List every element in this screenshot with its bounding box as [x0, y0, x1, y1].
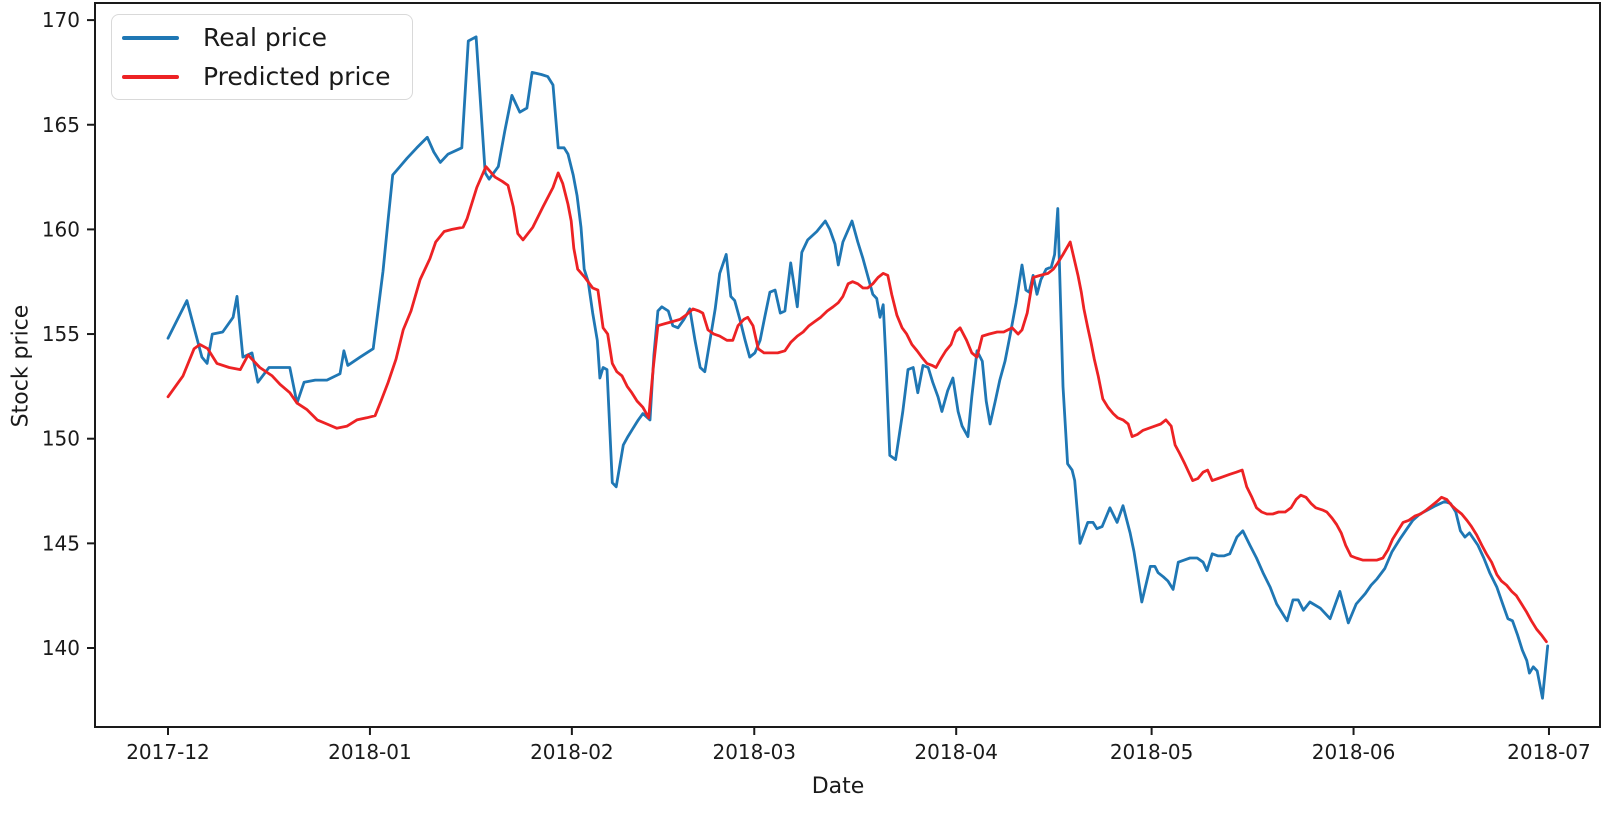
x-tick-label: 2018-02: [530, 740, 614, 764]
legend-label-real-price: Real price: [203, 23, 328, 52]
x-tick-label: 2018-06: [1312, 740, 1396, 764]
y-tick-label: 140: [42, 636, 80, 660]
x-tick-label: 2018-01: [328, 740, 412, 764]
x-tick-label: 2018-07: [1507, 740, 1591, 764]
y-tick-label: 165: [42, 113, 80, 137]
legend-label-predicted-price: Predicted price: [203, 62, 391, 91]
y-tick-label: 145: [42, 531, 80, 555]
y-tick-label: 155: [42, 322, 80, 346]
x-tick-label: 2017-12: [126, 740, 210, 764]
legend-item-real-price: Real price: [122, 23, 412, 53]
legend: Real price Predicted price: [111, 14, 413, 100]
x-tick-label: 2018-04: [914, 740, 998, 764]
y-tick-label: 150: [42, 427, 80, 451]
x-axis-label: Date: [811, 774, 865, 799]
real-price-line: [166, 35, 1550, 700]
axes-frame: [94, 2, 1601, 728]
y-axis-label: Stock price: [8, 304, 34, 428]
predicted-price-line: [166, 165, 1548, 644]
y-tick-label: 160: [42, 217, 80, 241]
predicted-price-line-icon: [122, 74, 179, 79]
x-tick-label: 2018-03: [712, 740, 796, 764]
y-tick-label: 170: [42, 8, 80, 32]
real-price-line-icon: [122, 35, 179, 40]
x-tick-label: 2018-05: [1110, 740, 1194, 764]
legend-item-predicted-price: Predicted price: [122, 62, 412, 92]
